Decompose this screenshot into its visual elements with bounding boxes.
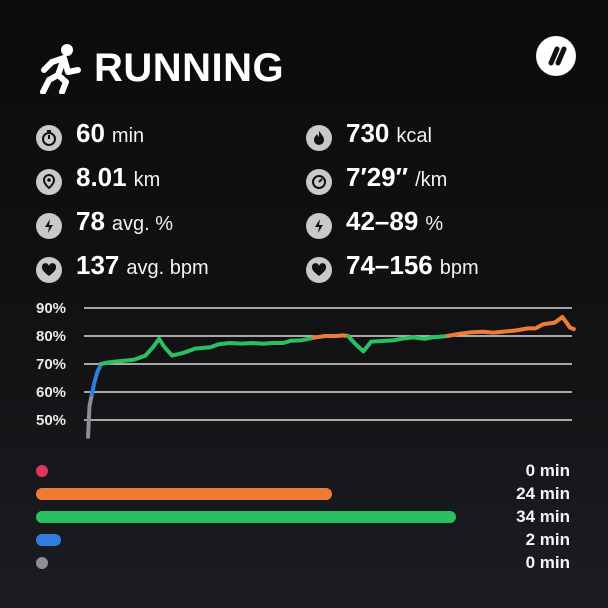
stat-unit: bpm (439, 257, 479, 279)
y-tick-label: 80% (36, 328, 66, 345)
lightning-icon (36, 213, 62, 239)
running-person-icon (34, 42, 82, 95)
intensity-line-orange (311, 333, 351, 340)
stopwatch-icon (36, 125, 62, 151)
stat-heart-rate-range: 74–156 bpm (306, 250, 479, 286)
intensity-line-green (346, 334, 450, 354)
stat-value: 8.01 (76, 162, 127, 192)
flame-icon (306, 125, 332, 151)
stat-value: 730 (346, 118, 390, 148)
y-tick-label: 90% (36, 300, 66, 317)
stat-distance: 8.01 km (36, 162, 160, 198)
speedometer-icon (306, 169, 332, 195)
stat-unit: /km (415, 169, 448, 191)
stat-unit: km (133, 169, 161, 191)
stat-avg-intensity: 78 avg. % (36, 206, 173, 242)
location-pin-icon (36, 169, 62, 195)
zone-minutes-label: 0 min (525, 553, 570, 572)
lightning-icon (306, 213, 332, 239)
stat-unit: avg. % (111, 213, 174, 235)
intensity-line-orange (445, 315, 576, 338)
zone-row: 0 min (34, 552, 574, 574)
zone-row: 2 min (34, 529, 574, 551)
intensity-line-gray (86, 392, 94, 439)
stat-unit: avg. bpm (126, 257, 209, 279)
y-tick-label: 70% (36, 356, 66, 373)
zone-bar (36, 465, 48, 477)
stat-value: 7′29″ (346, 162, 409, 192)
zone-row: 34 min (34, 506, 574, 528)
stat-intensity-range: 42–89 % (306, 206, 443, 242)
stat-unit: kcal (396, 125, 432, 147)
stat-value: 42–89 (346, 206, 419, 236)
stat-unit: min (111, 125, 145, 147)
zone-bar (36, 488, 333, 500)
zone-bar (36, 557, 48, 569)
stat-calories: 730 kcal (306, 118, 432, 154)
zone-bar (36, 534, 61, 546)
stat-value: 137 (76, 250, 120, 280)
zone-minutes-label: 34 min (516, 507, 570, 526)
intensity-line-green (99, 335, 316, 366)
zone-minutes-label: 0 min (525, 461, 570, 480)
heart-icon (306, 257, 332, 283)
zone-bar (36, 511, 456, 523)
intensity-chart: 90% 80% 70% 60% 50% (36, 300, 576, 439)
heart-icon (36, 257, 62, 283)
double-slash-logo-icon (536, 36, 576, 76)
stat-avg-heart-rate: 137 avg. bpm (36, 250, 209, 286)
workout-header: RUNNING (34, 40, 284, 96)
zone-minutes-label: 24 min (516, 484, 570, 503)
page-title: RUNNING (94, 46, 285, 90)
stat-value: 78 (76, 206, 105, 236)
stat-pace: 7′29″ /km (306, 162, 447, 198)
intensity-line-blue (89, 362, 103, 397)
y-tick-label: 60% (36, 384, 66, 401)
stat-value: 74–156 (346, 250, 433, 280)
zone-minutes-label: 2 min (525, 530, 570, 549)
zone-row: 0 min (34, 460, 574, 482)
stat-value: 60 (76, 118, 105, 148)
zone-row: 24 min (34, 483, 574, 505)
stat-unit: % (425, 213, 444, 235)
y-tick-label: 50% (36, 412, 66, 429)
stat-duration: 60 min (36, 118, 144, 154)
